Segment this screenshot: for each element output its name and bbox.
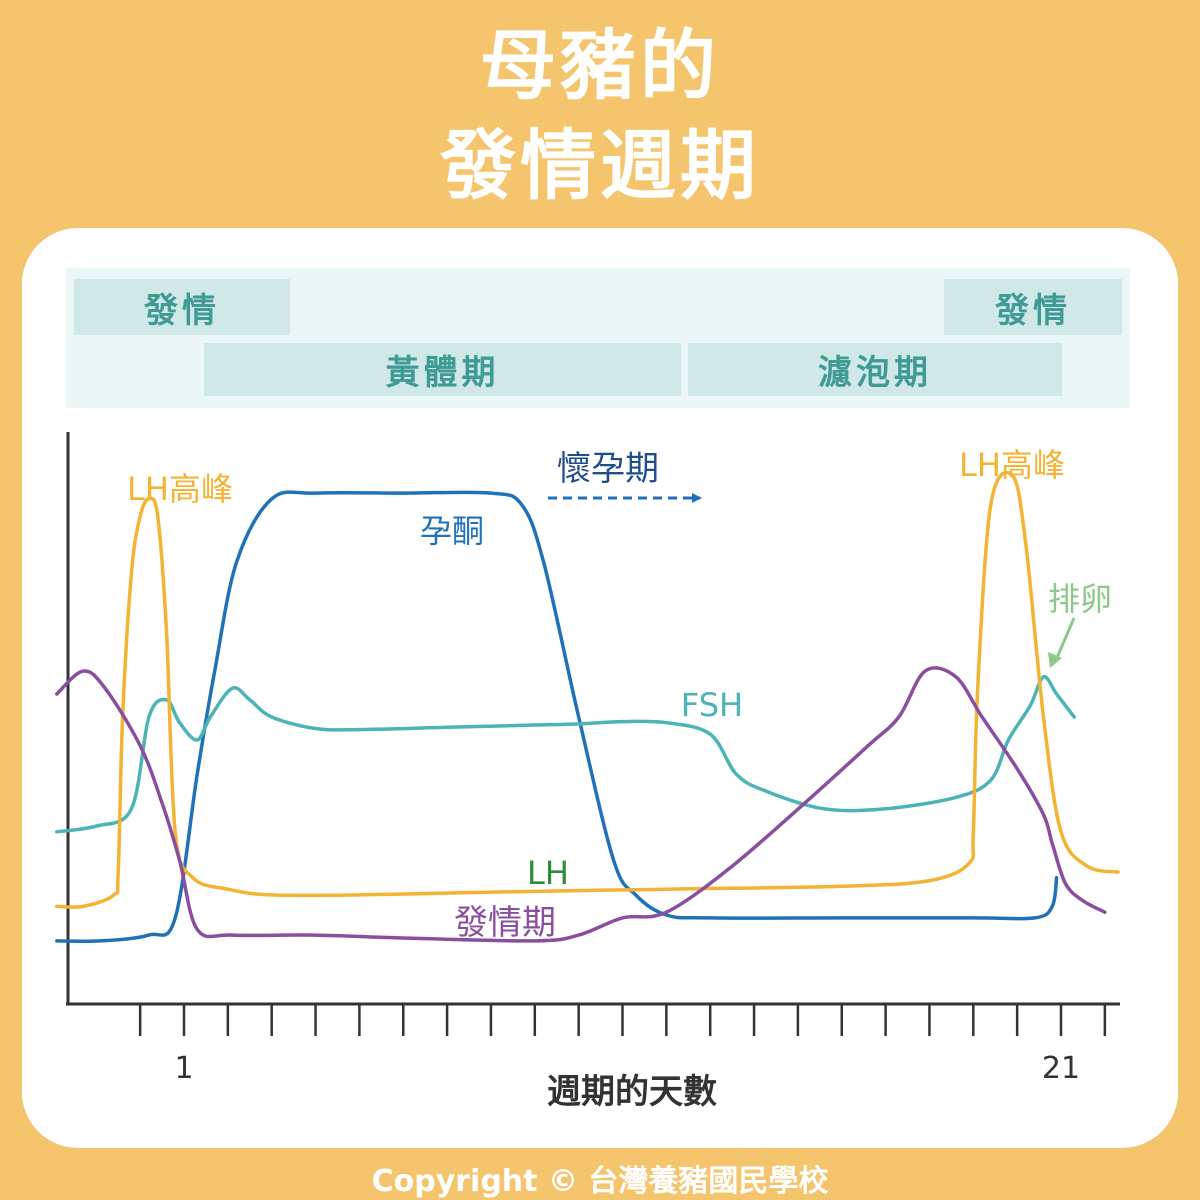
x-axis-ticks xyxy=(138,1004,1107,1036)
annotation-estrus: 發情期 xyxy=(454,903,556,943)
annotation-progesterone: 孕酮 xyxy=(420,512,484,550)
x-axis-label: 週期的天數 xyxy=(547,1072,717,1112)
phase-estrus-left: 發情 xyxy=(74,279,290,335)
chart-title-line1: 母豬的 xyxy=(480,21,720,110)
phase-follicular: 濾泡期 xyxy=(688,343,1062,396)
annotation-fsh: FSH xyxy=(681,686,743,724)
series-line-fsh xyxy=(55,674,1076,834)
chart-title-line2: 發情週期 xyxy=(440,121,760,210)
copyright-footer: Copyright © 台灣養豬國民學校 xyxy=(371,1164,829,1199)
annotation-lh: LH xyxy=(527,854,569,892)
phase-luteal: 黃體期 xyxy=(204,343,681,396)
series-line-progesterone xyxy=(55,490,1059,944)
annotation-ovulation: 排卵 xyxy=(1048,580,1112,618)
tick-label-21: 21 xyxy=(1042,1051,1080,1086)
tick-label-1: 1 xyxy=(174,1051,193,1086)
ovulation-arrow-head xyxy=(1048,652,1062,668)
series-line-estrogen xyxy=(55,666,1107,943)
series-line-lh xyxy=(55,470,1120,909)
annotation-lh-peak-right: LH高峰 xyxy=(959,446,1065,484)
ovulation-arrow-shaft xyxy=(1054,617,1076,661)
phase-estrus-right: 發情 xyxy=(944,279,1122,335)
annotation-lh-peak-left: LH高峰 xyxy=(127,470,233,508)
series-lines xyxy=(55,470,1120,944)
annotation-gestation: 懷孕期 xyxy=(557,449,659,489)
